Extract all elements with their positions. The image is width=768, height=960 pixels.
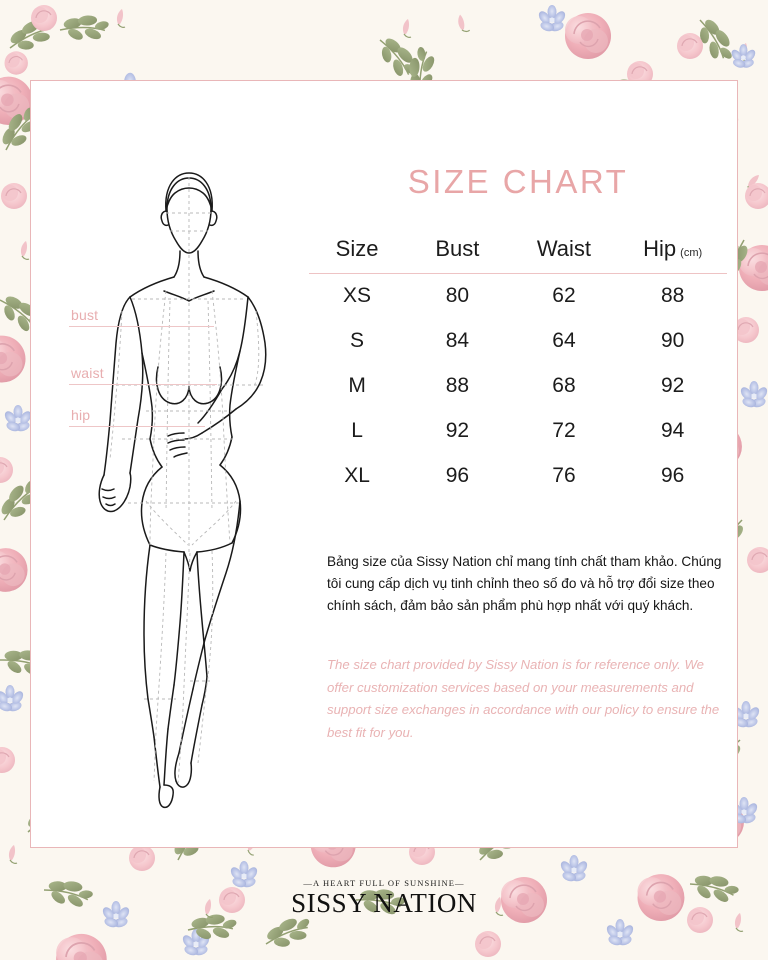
cell-size: XL [344, 464, 370, 487]
bust-guideline [69, 326, 214, 327]
cell-bust: 84 [445, 329, 470, 352]
column-header-waist: Waist [509, 236, 619, 274]
cell-size: S [350, 329, 365, 352]
cell-hip: 88 [660, 284, 685, 307]
chart-content-column: SIZE CHART Size Bust Waist Hip (cm) XS 80… [297, 81, 739, 849]
body-figure-illustration [66, 171, 306, 811]
column-header-hip: Hip (cm) [618, 236, 727, 274]
hip-label: hip [71, 407, 91, 423]
cell-hip: 92 [660, 374, 685, 397]
page-title: SIZE CHART [407, 163, 629, 200]
cell-waist: 64 [552, 329, 576, 352]
brand-footer: —A HEART FULL OF SUNSHINE— SISSY NATION [0, 878, 768, 917]
table-body: XS 80 62 88 S 84 64 90 M 88 68 92 [309, 274, 727, 500]
cell-bust: 88 [445, 374, 470, 397]
table-row: XS 80 62 88 [309, 274, 727, 320]
column-header-size: Size [309, 236, 406, 274]
note-english: The size chart provided by Sissy Nation … [327, 657, 720, 741]
brand-name: SISSY NATION [291, 888, 477, 918]
table-header-row: Size Bust Waist Hip (cm) [309, 236, 727, 274]
cell-waist: 76 [552, 464, 576, 487]
cell-bust: 92 [445, 419, 470, 442]
waist-label: waist [71, 365, 104, 381]
column-header-hip-text: Hip [643, 236, 677, 261]
cell-hip: 94 [660, 419, 685, 442]
brand-tagline: —A HEART FULL OF SUNSHINE— [303, 878, 465, 888]
cell-bust: 96 [445, 464, 470, 487]
table-header: Size Bust Waist Hip (cm) [309, 236, 727, 274]
cell-size: XS [343, 284, 372, 307]
bust-label: bust [71, 307, 99, 323]
table-row: M 88 68 92 [309, 364, 727, 409]
table-row: XL 96 76 96 [309, 454, 727, 499]
cell-waist: 62 [552, 284, 576, 307]
hip-guideline [69, 426, 205, 427]
cell-size: M [348, 374, 366, 397]
column-header-bust: Bust [405, 236, 510, 274]
cell-size: L [351, 419, 363, 442]
table-row: L 92 72 94 [309, 409, 727, 454]
cell-waist: 72 [552, 419, 576, 442]
note-vietnamese: Bảng size của Sissy Nation chỉ mang tính… [327, 554, 722, 614]
size-table: Size Bust Waist Hip (cm) XS 80 62 88 S 84… [309, 236, 727, 499]
waist-guideline [69, 384, 217, 385]
cell-hip: 90 [660, 329, 685, 352]
cell-hip: 96 [660, 464, 685, 487]
cell-bust: 80 [445, 284, 470, 307]
table-row: S 84 64 90 [309, 319, 727, 364]
unit-note: (cm) [680, 247, 703, 259]
cell-waist: 68 [552, 374, 576, 397]
size-chart-card: bust waist hip SIZE CHART Size Bust Wais… [30, 80, 738, 848]
